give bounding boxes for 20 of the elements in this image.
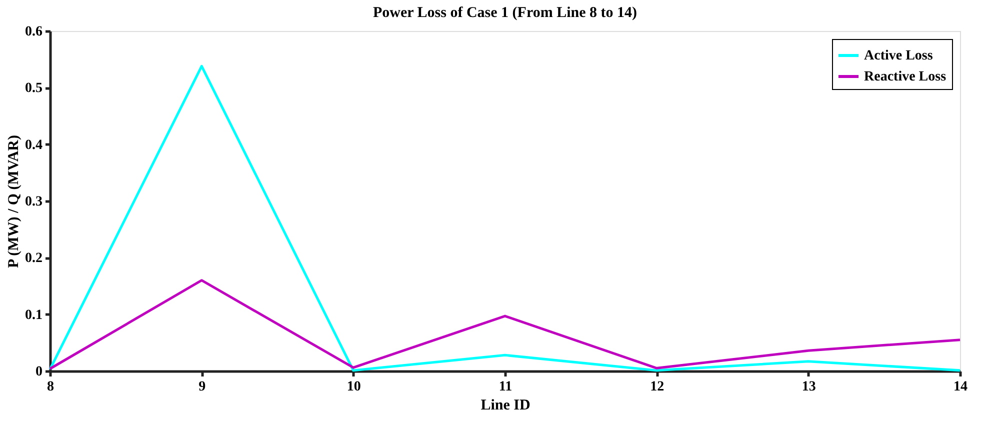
line-series (48, 279, 962, 370)
legend-label: Active Loss (864, 48, 934, 64)
x-tick-label: 12 (650, 380, 664, 394)
y-tick-label: 0.1 (25, 308, 42, 323)
y-tick-label: 0.2 (25, 251, 42, 266)
y-tick-label: 0 (36, 364, 42, 380)
x-tick-label: 14 (954, 380, 968, 394)
y-axis-title: P (MW) / Q (MVAR) (6, 134, 22, 268)
x-tick-label: 11 (498, 380, 512, 394)
y-tick-label: 0.6 (25, 24, 42, 40)
x-tick-label: 10 (346, 380, 361, 394)
y-tick-label: 0.4 (25, 138, 42, 153)
x-tick-label: 8 (47, 380, 54, 394)
x-tick-label: 9 (198, 380, 206, 394)
legend-label: Reactive Loss (864, 70, 947, 84)
x-axis-title: Line ID (480, 398, 530, 414)
x-tick-label: 13 (802, 380, 816, 394)
y-tick-label: 0.5 (25, 81, 42, 96)
y-tick-label: 0.3 (25, 194, 42, 210)
chart-title: Power Loss of Case 1 (From Line 8 to 14) (373, 5, 637, 21)
